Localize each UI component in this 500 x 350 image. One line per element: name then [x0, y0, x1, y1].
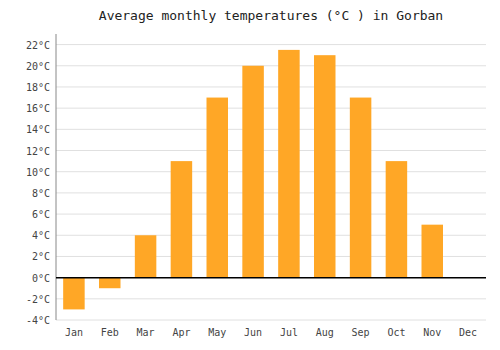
y-tick-label: 14°C: [26, 124, 50, 135]
grid: [56, 45, 486, 320]
grid-line: [56, 298, 486, 299]
y-tick-label: 18°C: [26, 82, 50, 93]
y-tick-label: 8°C: [32, 188, 50, 199]
bar: [63, 278, 85, 310]
grid-line: [56, 44, 486, 45]
grid-line: [56, 320, 486, 321]
bars: [56, 50, 486, 310]
grid-line: [56, 214, 486, 215]
bar: [422, 225, 444, 278]
grid-line: [56, 65, 486, 66]
x-tick-label: Nov: [423, 327, 441, 338]
y-tick-label: 22°C: [26, 40, 50, 51]
x-tick-label: Aug: [316, 327, 334, 338]
y-tick-label: -2°C: [26, 294, 50, 305]
y-tick-label: 2°C: [32, 251, 50, 262]
x-tick-label: Oct: [387, 327, 405, 338]
x-tick-label: Dec: [459, 327, 477, 338]
y-tick-label: 10°C: [26, 167, 50, 178]
bar: [386, 161, 408, 278]
bar: [278, 50, 300, 278]
bar: [135, 235, 157, 277]
grid-line: [56, 171, 486, 172]
y-tick-label: 20°C: [26, 61, 50, 72]
chart-svg: Average monthly temperatures (°C ) in Go…: [0, 0, 500, 350]
y-tick-label: 0°C: [32, 273, 50, 284]
x-tick-label: Apr: [172, 327, 190, 338]
y-tick-label: 16°C: [26, 103, 50, 114]
x-tick-label: Jun: [244, 327, 262, 338]
y-tick-label: -4°C: [26, 315, 50, 326]
x-tick-label: Mar: [137, 327, 155, 338]
x-tick-label: Sep: [352, 327, 370, 338]
x-tick-label: Feb: [101, 327, 119, 338]
x-tick-label: May: [208, 327, 226, 338]
zero-line: [56, 277, 486, 279]
y-tick-label: 6°C: [32, 209, 50, 220]
x-tick-label: Jul: [280, 327, 298, 338]
y-tick-label: 4°C: [32, 230, 50, 241]
grid-line: [56, 277, 486, 278]
bar: [207, 98, 229, 278]
x-tick-label: Jan: [65, 327, 83, 338]
grid-line: [56, 129, 486, 130]
chart-container: Average monthly temperatures (°C ) in Go…: [0, 0, 500, 350]
bar: [99, 278, 121, 289]
x-ticks: Jan Feb Mar Apr May Jun Jul Aug Sep Oct Nov Dec: [65, 327, 477, 338]
grid-line: [56, 86, 486, 87]
bar: [314, 55, 336, 277]
grid-line: [56, 192, 486, 193]
title: Average monthly temperatures (°C ) in Go…: [99, 8, 443, 23]
grid-line: [56, 108, 486, 109]
bar: [350, 98, 372, 278]
y-ticks: -4°C -2°C 0°C 2°C 4°C 6°C 8°C 10°C 12°C 14°C 16°C 1…: [26, 40, 50, 326]
bar: [171, 161, 193, 278]
grid-line: [56, 150, 486, 151]
y-tick-label: 12°C: [26, 146, 50, 157]
bar: [242, 66, 263, 278]
